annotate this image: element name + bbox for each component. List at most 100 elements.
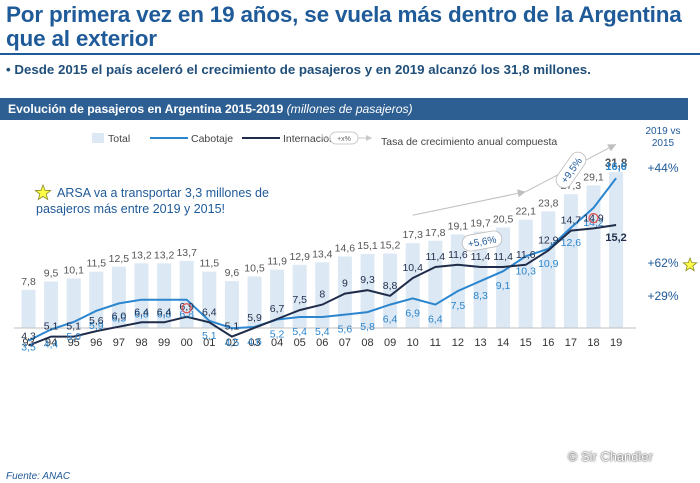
internacional-value-label: 7,5 (292, 294, 307, 306)
internacional-value-label: 6,7 (270, 303, 285, 315)
x-tick-label: 14 (497, 337, 509, 349)
internacional-value-label: 6,4 (157, 306, 172, 318)
cagr-badge (555, 151, 587, 189)
x-tick-label: 12 (452, 337, 464, 349)
cabotaje-value-label: 6,8 (157, 309, 172, 321)
star-icon (34, 183, 52, 201)
x-tick-label: 94 (45, 337, 57, 349)
cabotaje-value-label: 6,8 (134, 309, 149, 321)
total-bar (66, 278, 81, 328)
x-tick-label: 18 (587, 337, 599, 349)
total-bar (428, 240, 443, 328)
internacional-value-label: 8,8 (383, 280, 398, 292)
title-divider (0, 53, 700, 55)
x-tick-label: 17 (565, 337, 577, 349)
total-value-label: 22,1 (515, 206, 536, 218)
total-value-label: 23,8 (538, 197, 559, 209)
total-value-label: 11,9 (267, 256, 287, 268)
internacional-value-label: 10,4 (402, 262, 423, 274)
legend-cagr-badge (329, 131, 359, 145)
total-bar (450, 234, 465, 328)
legend-cagr-label: Tasa de crecimiento anual compuesta (381, 136, 557, 148)
cabotaje-value-label: 5,2 (270, 329, 285, 341)
x-tick-label: 95 (68, 337, 80, 349)
total-value-label: 15,1 (357, 240, 378, 252)
x-tick-label: 11 (430, 337, 441, 349)
x-tick-label: 19 (610, 337, 622, 349)
x-tick-label: 98 (135, 337, 147, 349)
cabotaje-value-label: 10,3 (515, 265, 536, 277)
total-bar (496, 227, 511, 328)
total-value-label: 10,1 (63, 265, 84, 277)
cagr-arrowhead (517, 189, 526, 198)
internacional-value-label: 6,9 (179, 301, 194, 313)
cabotaje-value-label: 4,6 (247, 336, 262, 348)
source-note: Fuente: ANAC (6, 471, 71, 482)
x-tick-label: 00 (181, 337, 193, 349)
internacional-value-label: 5,1 (225, 321, 240, 333)
page-title: Por primera vez en 19 años, se vuela más… (6, 2, 682, 51)
x-tick-label: 09 (384, 337, 396, 349)
cagr-arrow (412, 191, 526, 216)
total-value-label: 13,2 (131, 249, 152, 261)
crossing-marker (181, 303, 192, 314)
total-bar (473, 231, 488, 328)
total-value-label: 11,5 (199, 258, 219, 270)
cabotaje-value-label: 16,6 (605, 161, 626, 173)
legend-total-label: Total (108, 133, 130, 145)
cagr-badge (461, 230, 503, 252)
total-value-label: 19,1 (448, 220, 469, 232)
internacional-value-label: 11,4 (493, 251, 513, 263)
summary-bullet: • Desde 2015 el país aceleró el crecimie… (6, 62, 591, 77)
total-bar (270, 269, 285, 328)
cabotaje-value-label: 8,3 (473, 290, 488, 302)
legend-internacional-label: Internacional (283, 133, 343, 145)
x-tick-label: 96 (90, 337, 102, 349)
x-tick-label: 10 (407, 337, 419, 349)
cabotaje-value-label: 6,9 (405, 307, 420, 319)
total-bar (202, 271, 217, 328)
total-value-label: 19,7 (470, 217, 491, 229)
internacional-value-label: 11,4 (471, 251, 491, 263)
total-value-label: 17,8 (425, 227, 446, 239)
internacional-value-label: 6,4 (134, 306, 149, 318)
watermark: © Sir Chandler (568, 450, 653, 464)
total-bar (44, 281, 59, 328)
internacional-value-label: 9,3 (360, 274, 375, 286)
internacional-value-label: 5,1 (66, 321, 81, 333)
total-value-label: 31,8 (605, 158, 628, 170)
internacional-value-label: 5,9 (247, 312, 262, 324)
total-bar (315, 262, 330, 328)
total-bar (383, 253, 398, 328)
total-value-label: 20,5 (493, 214, 514, 226)
x-tick-label: 08 (361, 337, 373, 349)
total-value-label: 13,7 (176, 247, 197, 259)
x-tick-label: 07 (339, 337, 351, 349)
x-tick-label: 01 (203, 337, 215, 349)
cagr-label: +5,6% (467, 235, 497, 251)
internacional-value-label: 5,1 (44, 321, 59, 333)
x-tick-label: 97 (113, 337, 125, 349)
total-bar (224, 280, 239, 328)
total-value-label: 12,9 (289, 251, 310, 263)
internacional-value-label: 8 (319, 289, 325, 301)
total-bar (405, 243, 420, 328)
total-value-label: 11,5 (86, 258, 106, 270)
total-value-label: 15,2 (380, 240, 401, 252)
cabotaje-value-label: 10,9 (538, 258, 559, 270)
x-tick-label: 05 (294, 337, 306, 349)
total-bar (563, 194, 578, 328)
x-tick-label: 15 (520, 337, 532, 349)
cabotaje-value-label: 6,4 (428, 314, 443, 326)
total-value-label: 7,8 (21, 276, 36, 288)
star-icon (682, 256, 698, 272)
total-bar (609, 172, 624, 328)
callout-text-line2: pasajeros más entre 2019 y 2015! (36, 202, 225, 216)
total-value-label: 17,3 (402, 229, 423, 241)
callout-text-line1: ARSA va a transportar 3,3 millones de (57, 186, 269, 200)
passenger-chart: 7,89,5 10,111,5 12,5 13,2 13,2 13,711,59,6 10,… (14, 126, 698, 354)
cabotaje-line (28, 177, 617, 342)
internacional-value-label: 9 (342, 278, 348, 290)
legend-cagr-arrowhead (366, 135, 372, 141)
total-bar (247, 276, 262, 328)
